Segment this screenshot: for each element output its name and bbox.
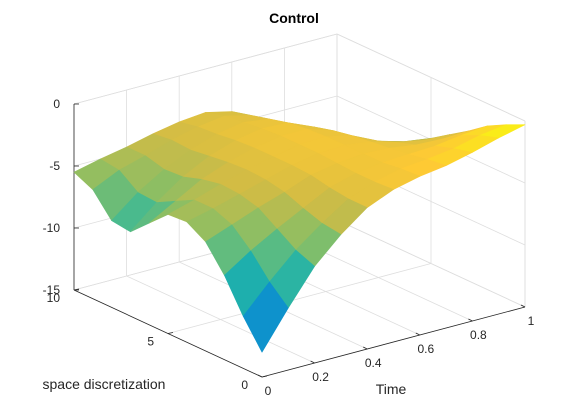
x-tick-mark	[468, 318, 473, 322]
y-tick-label: 10	[47, 291, 61, 305]
box-edge	[73, 33, 338, 105]
x-tick-mark	[363, 346, 368, 350]
box-edge	[336, 33, 526, 122]
grid-line	[336, 219, 526, 308]
x-tick-mark	[310, 360, 315, 364]
y-tick-label: 5	[147, 335, 154, 349]
z-tick-label: -5	[49, 159, 60, 173]
x-axis-label: Time	[376, 381, 407, 397]
x-tick-label: 0	[265, 384, 272, 398]
z-tick-label: -15	[43, 283, 61, 297]
y-tick-label: 0	[241, 378, 248, 392]
surface-patch	[242, 281, 289, 353]
y-axis-label: space discretization	[43, 376, 166, 392]
x-tick-mark	[257, 374, 263, 378]
axes	[73, 103, 526, 378]
x-tick-mark	[415, 332, 420, 336]
x-tick-label: 1	[528, 314, 535, 328]
y-tick-mark	[261, 375, 268, 378]
surface	[73, 111, 526, 353]
x-tick-label: 0.6	[417, 342, 434, 356]
x-tick-label: 0.2	[312, 370, 329, 384]
z-tick-label: 0	[53, 97, 60, 111]
x-tick-label: 0.8	[470, 328, 487, 342]
x-tick-mark	[520, 304, 526, 308]
y-tick-mark	[167, 332, 174, 334]
x-tick-label: 0.4	[365, 356, 382, 370]
grid-line	[167, 263, 432, 334]
z-tick-label: -10	[43, 221, 61, 235]
chart-title: Control	[269, 10, 319, 26]
x-axis-line	[261, 306, 526, 378]
